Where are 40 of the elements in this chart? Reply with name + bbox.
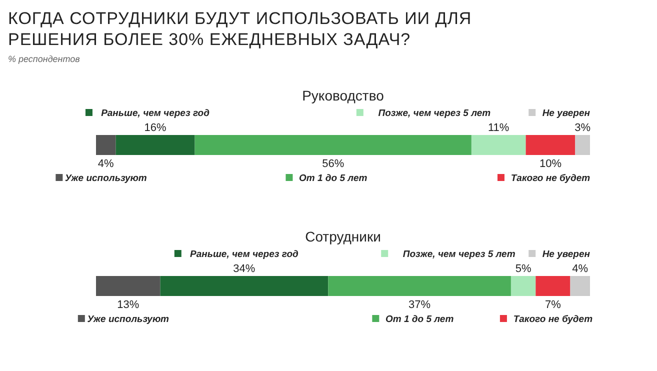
- legend-label: Не уверен: [542, 249, 590, 260]
- bar: [536, 276, 570, 296]
- data-label: 16%: [144, 122, 166, 134]
- data-label: 4%: [98, 158, 114, 170]
- data-label: 11%: [488, 122, 510, 134]
- bar: [96, 135, 116, 155]
- data-label: 3%: [574, 122, 591, 134]
- bar: [570, 276, 590, 296]
- y-tick-label: Руководство: [302, 88, 384, 104]
- y-tick-label: Сотрудники: [305, 228, 381, 244]
- text: Уже используют: [87, 314, 169, 325]
- bar: [96, 276, 160, 296]
- bar: [526, 135, 576, 155]
- data-label: 7%: [544, 299, 562, 311]
- legend-label: Раньше, чем через год: [190, 249, 299, 260]
- text: Позже, чем через 5 лет: [378, 108, 491, 119]
- data-label: 5%: [515, 263, 532, 275]
- data-label: 34%: [233, 263, 256, 275]
- data-label: 10%: [539, 158, 562, 170]
- bar: [575, 135, 590, 155]
- legend-label: Уже используют: [64, 173, 148, 184]
- bar: [160, 276, 328, 296]
- legend-label: Такого не будет: [510, 173, 591, 184]
- text: Такого не будет: [513, 314, 593, 325]
- legend-label: Позже, чем через 5 лет: [402, 249, 516, 260]
- chart-subtitle: % респондентов: [8, 54, 81, 64]
- data-label: 13%: [117, 299, 140, 311]
- bar: [328, 276, 511, 296]
- legend-label: От 1 до 5 лет: [299, 173, 368, 184]
- chart-title: КОГДА СОТРУДНИКИ БУДУТ ИСПОЛЬЗОВАТЬ ИИ ДЛЯ РЕШЕНИЯ БОЛЕЕ 30% ЕЖЕДНЕВНЫХ ЗАДАЧ?: [8, 8, 473, 50]
- data-label: 37%: [408, 299, 431, 311]
- data-label: 4%: [572, 263, 588, 275]
- text: От 1 до 5 лет: [385, 314, 454, 325]
- bar: [471, 135, 526, 155]
- text: Раньше, чем через год: [101, 108, 210, 119]
- bar: [194, 135, 472, 155]
- data-label: 56%: [322, 158, 344, 170]
- bar: [116, 135, 195, 155]
- text: Не уверен: [542, 108, 590, 119]
- bar: [510, 276, 536, 296]
